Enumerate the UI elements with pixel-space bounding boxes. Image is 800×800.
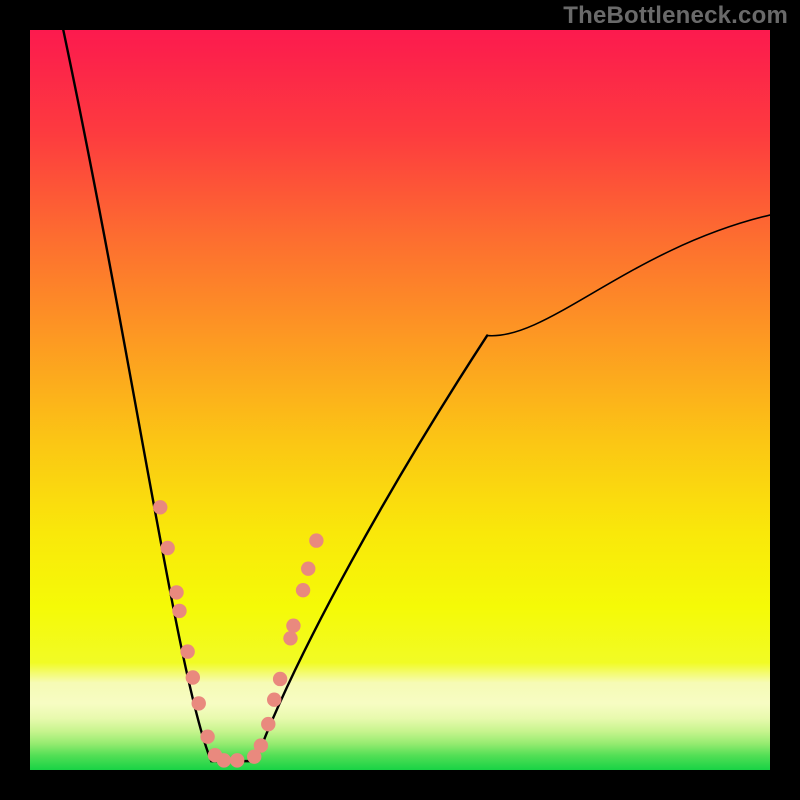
data-point: [169, 585, 183, 599]
data-point: [230, 753, 244, 767]
plot-area: [30, 30, 770, 770]
data-point: [286, 619, 300, 633]
data-point: [172, 604, 186, 618]
data-point: [296, 583, 310, 597]
data-point: [192, 696, 206, 710]
data-point: [267, 693, 281, 707]
data-point: [200, 730, 214, 744]
bottleneck-curve-chart: [30, 30, 770, 770]
data-point: [273, 672, 287, 686]
data-point: [301, 562, 315, 576]
watermark-text: TheBottleneck.com: [563, 2, 788, 30]
data-point: [261, 717, 275, 731]
data-point: [283, 631, 297, 645]
gradient-background: [30, 30, 770, 770]
data-point: [186, 670, 200, 684]
data-point: [309, 533, 323, 547]
data-point: [153, 500, 167, 514]
data-point: [180, 644, 194, 658]
data-point: [217, 753, 231, 767]
data-point: [254, 738, 268, 752]
data-point: [160, 541, 174, 555]
chart-frame: TheBottleneck.com: [0, 0, 800, 800]
